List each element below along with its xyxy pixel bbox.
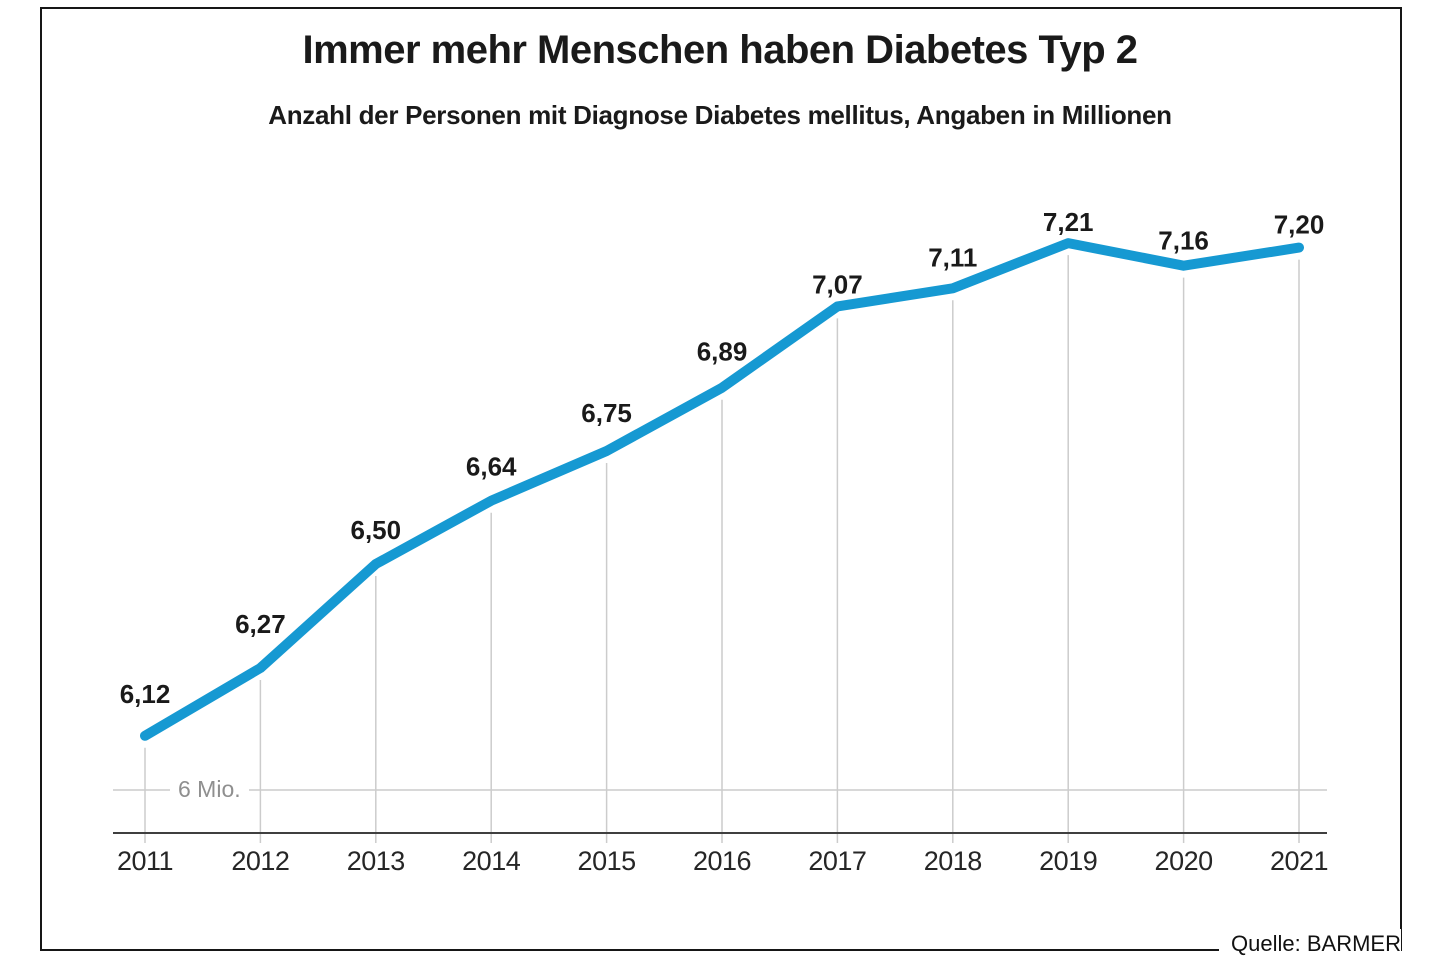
year-label: 2012 <box>231 846 289 876</box>
data-line <box>140 238 1304 741</box>
value-label: 6,89 <box>697 337 748 367</box>
year-label: 2011 <box>117 846 173 876</box>
value-label: 7,20 <box>1274 210 1325 240</box>
value-label: 7,07 <box>812 269 863 299</box>
value-label: 7,21 <box>1043 207 1094 237</box>
value-label: 6,75 <box>581 398 632 428</box>
value-label: 6,27 <box>235 609 286 639</box>
baseline-label: 6 Mio. <box>170 776 249 803</box>
year-label: 2019 <box>1039 846 1097 876</box>
chart-frame <box>40 7 1402 951</box>
value-label: 7,11 <box>928 242 977 272</box>
value-label: 7,16 <box>1158 226 1209 256</box>
year-label: 2013 <box>347 846 405 876</box>
value-label: 6,12 <box>120 679 171 709</box>
year-label: 2017 <box>808 846 866 876</box>
year-label: 2018 <box>924 846 982 876</box>
source-label: Quelle: BARMER <box>1219 929 1401 959</box>
year-label: 2016 <box>693 846 751 876</box>
chart-subtitle: Anzahl der Personen mit Diagnose Diabete… <box>268 100 1172 130</box>
value-label: 6,64 <box>466 452 517 482</box>
year-label: 2015 <box>578 846 636 876</box>
year-label: 2014 <box>462 846 521 876</box>
year-label: 2021 <box>1270 846 1328 876</box>
year-label: 2020 <box>1155 846 1213 876</box>
value-label: 6,50 <box>350 515 401 545</box>
chart-title: Immer mehr Menschen haben Diabetes Typ 2 <box>302 28 1138 72</box>
